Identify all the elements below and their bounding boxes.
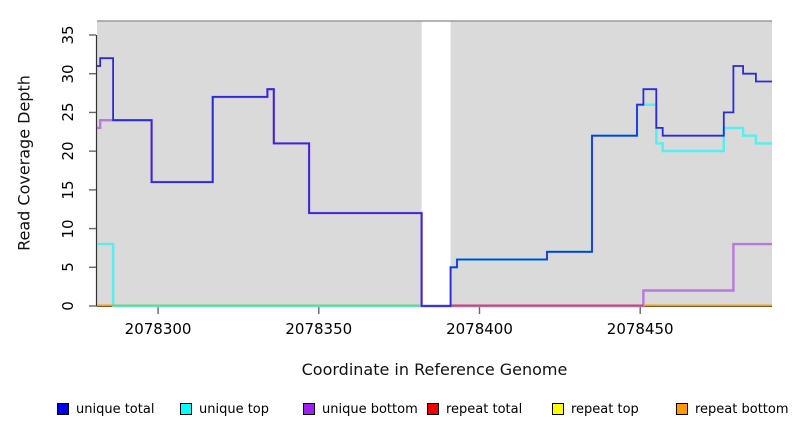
y-tick-label: 30: [59, 64, 77, 84]
unique-bottom-swatch-icon: [303, 403, 315, 415]
x-tick-label: 2078350: [285, 320, 353, 338]
chart-legend: unique total unique top unique bottom re…: [0, 396, 792, 422]
legend-label: unique total: [76, 401, 155, 417]
y-tick-label: 10: [59, 219, 77, 239]
x-axis-title: Coordinate in Reference Genome: [301, 360, 568, 379]
legend-label: unique top: [199, 401, 270, 417]
y-tick-label: 20: [59, 141, 77, 161]
unique-total-swatch-icon: [57, 403, 69, 415]
repeat-top-swatch-icon: [552, 403, 564, 415]
legend-item-unique-top: unique top: [180, 396, 269, 422]
plot-background-right: [450, 21, 772, 306]
legend-label: unique bottom: [322, 401, 418, 417]
legend-label: repeat total: [446, 401, 523, 417]
legend-label: repeat top: [571, 401, 639, 417]
y-tick-label: 15: [59, 180, 77, 200]
repeat-total-swatch-icon: [427, 403, 439, 415]
series-unique-total: [97, 57, 772, 307]
y-tick-label: 35: [59, 25, 77, 45]
x-tick-label: 2078450: [606, 320, 674, 338]
legend-item-repeat-bottom: repeat bottom: [676, 396, 789, 422]
legend-label: repeat bottom: [695, 401, 789, 417]
unique-top-swatch-icon: [180, 403, 192, 415]
plot-background-left: [97, 21, 422, 306]
x-tick-label: 2078400: [446, 320, 513, 338]
y-tick-label: 25: [59, 102, 77, 122]
legend-item-unique-bottom: unique bottom: [303, 396, 418, 422]
y-tick-label: 5: [59, 262, 77, 273]
legend-item-unique-total: unique total: [57, 396, 154, 422]
y-axis-title: Read Coverage Depth: [14, 75, 34, 251]
x-tick-label: 2078300: [124, 320, 192, 338]
legend-item-repeat-total: repeat total: [427, 396, 522, 422]
y-tick-label: 0: [59, 301, 77, 311]
repeat-bottom-swatch-icon: [676, 403, 688, 415]
legend-item-repeat-top: repeat top: [552, 396, 639, 422]
